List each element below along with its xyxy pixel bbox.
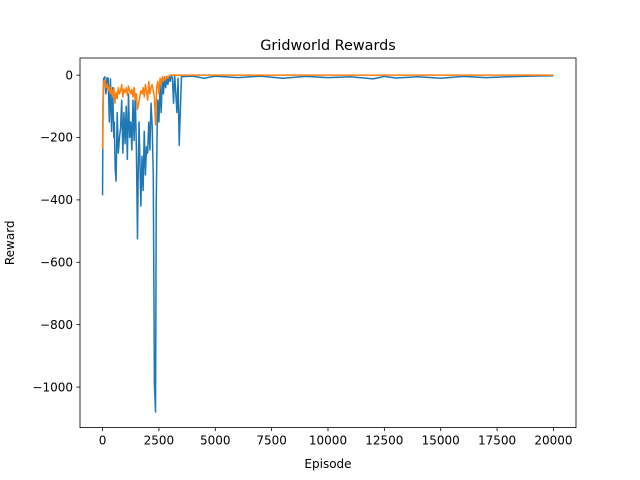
series-line-2 [101, 74, 554, 150]
x-tick-label: 7500 [256, 434, 287, 448]
y-tick-label: −800 [40, 318, 73, 332]
y-tick-label: 0 [65, 68, 73, 82]
x-axis-ticks: 0 2500 5000 7500 10000 12500 15000 17500 20000 [99, 427, 573, 448]
y-tick-label: −1000 [32, 380, 73, 394]
y-axis-label: Reward [3, 220, 17, 265]
y-tick-label: −400 [40, 193, 73, 207]
x-axis-label: Episode [304, 457, 351, 471]
series-line-1 [101, 74, 554, 413]
x-tick-label: 20000 [534, 434, 572, 448]
x-tick-label: 2500 [144, 434, 175, 448]
x-tick-label: 15000 [422, 434, 460, 448]
x-tick-label: 17500 [478, 434, 516, 448]
x-tick-label: 0 [99, 434, 107, 448]
chart-title: Gridworld Rewards [260, 38, 396, 54]
x-tick-label: 12500 [365, 434, 403, 448]
x-tick-label: 5000 [200, 434, 231, 448]
y-tick-label: −600 [40, 255, 73, 269]
y-axis-ticks: 0 −200 −400 −600 −800 −1000 [32, 68, 80, 394]
series-layer [101, 74, 554, 413]
x-tick-label: 10000 [309, 434, 347, 448]
y-tick-label: −200 [40, 131, 73, 145]
